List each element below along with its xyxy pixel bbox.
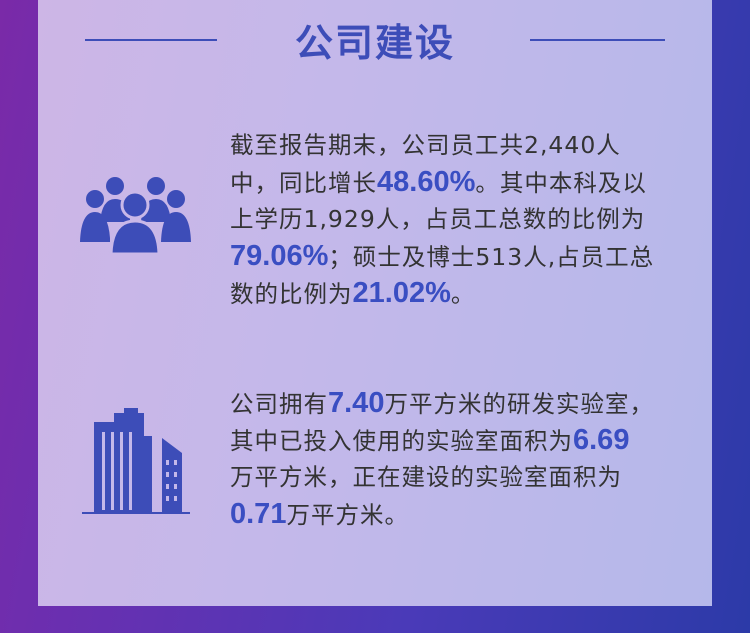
text-segment: 其中已投入使用的实验室面积为 [230,427,573,455]
text-line: 数的比例为21.02%。 [230,275,654,312]
highlight-value: 21.02% [352,277,451,309]
title-rule-right [530,39,665,41]
lab-paragraph: 公司拥有7.40万平方米的研发实验室， 其中已投入使用的实验室面积为6.69 万平方… [230,385,654,533]
highlight-value: 0.71 [230,498,287,530]
text-segment: 。 [450,280,476,308]
text-line: 截至报告期末，公司员工共2,440人 [230,127,654,164]
building-icon [82,408,190,514]
text-line: 中，同比增长48.60%。其中本科及以 [230,164,654,201]
title-rule-left [85,39,217,41]
highlight-value: 79.06% [230,240,329,272]
text-segment: 。其中本科及以 [475,169,647,197]
text-segment: 万平方米。 [286,501,409,529]
text-line: 0.71万平方米。 [230,496,654,533]
text-segment: 万平方米，正在建设的实验室面积为 [230,463,622,491]
text-segment: 数的比例为 [230,280,353,308]
text-segment: 中，同比增长 [230,169,377,197]
highlight-value: 48.60% [377,166,476,198]
page-title: 公司建设 [294,21,455,65]
text-line: 上学历1,929人，占员工总数的比例为 [230,201,654,238]
text-line: 79.06%；硕士及博士513人,占员工总 [230,238,654,275]
staff-paragraph: 截至报告期末，公司员工共2,440人 中，同比增长48.60%。其中本科及以 上学历… [230,127,654,312]
text-segment: ；硕士及博士513人,占员工总 [328,243,655,271]
highlight-value: 7.40 [328,387,385,419]
text-line: 万平方米，正在建设的实验室面积为 [230,459,654,496]
text-segment: 截至报告期末，公司员工共2,440人 [230,131,621,159]
text-segment: 上学历1,929人，占员工总数的比例为 [230,205,646,233]
text-line: 其中已投入使用的实验室面积为6.69 [230,422,654,459]
text-line: 公司拥有7.40万平方米的研发实验室， [230,385,654,422]
highlight-value: 6.69 [573,424,630,456]
people-group-icon [80,177,191,254]
text-segment: 万平方米的研发实验室， [384,390,654,418]
text-segment: 公司拥有 [230,390,328,418]
